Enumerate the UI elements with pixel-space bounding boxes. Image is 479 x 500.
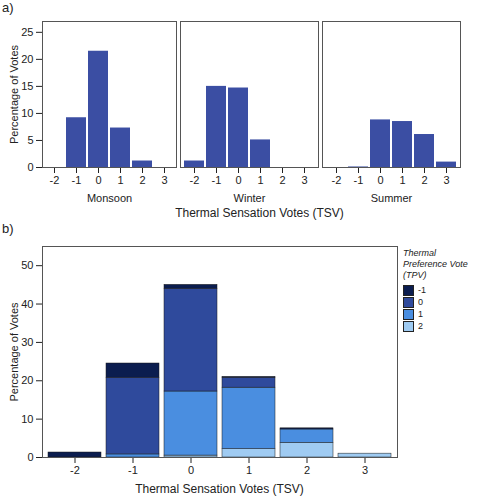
svg-text:20: 20 <box>21 53 33 65</box>
svg-text:10: 10 <box>21 107 33 119</box>
svg-text:Summer: Summer <box>371 192 413 204</box>
svg-text:20: 20 <box>21 374 33 386</box>
svg-text:0: 0 <box>27 451 33 463</box>
html-text:-1: -1 <box>418 285 426 295</box>
svg-text:0: 0 <box>188 464 194 476</box>
svg-text:Monsoon: Monsoon <box>87 192 132 204</box>
html-text:Thermal Sensation Votes (TSV): Thermal Sensation Votes (TSV) <box>135 482 304 496</box>
svg-text:-1: -1 <box>212 174 222 186</box>
svg-text:2: 2 <box>139 174 145 186</box>
svg-text:1: 1 <box>399 174 405 186</box>
html-text:Thermal Preference Vote (TPV): Thermal Preference Vote (TPV) <box>403 248 468 280</box>
svg-text:3: 3 <box>362 464 368 476</box>
svg-text:-1: -1 <box>128 464 138 476</box>
svg-text:40: 40 <box>21 298 33 310</box>
svg-text:10: 10 <box>21 413 33 425</box>
svg-text:3: 3 <box>161 174 167 186</box>
svg-text:2: 2 <box>304 464 310 476</box>
html-text:2: 2 <box>418 321 423 331</box>
svg-text:1: 1 <box>257 174 263 186</box>
html-text:0: 0 <box>418 297 423 307</box>
svg-text:0: 0 <box>27 161 33 173</box>
svg-text:25: 25 <box>21 26 33 38</box>
svg-text:2: 2 <box>421 174 427 186</box>
svg-text:50: 50 <box>21 259 33 271</box>
svg-text:0: 0 <box>235 174 241 186</box>
svg-text:1: 1 <box>246 464 252 476</box>
svg-text:Percentage of Votes: Percentage of Votes <box>8 302 20 402</box>
svg-text:Percentage of Votes: Percentage of Votes <box>8 44 20 144</box>
svg-text:-2: -2 <box>190 174 200 186</box>
html-text:a): a) <box>2 0 14 15</box>
svg-text:3: 3 <box>301 174 307 186</box>
svg-text:30: 30 <box>21 336 33 348</box>
svg-text:15: 15 <box>21 80 33 92</box>
html-text:b): b) <box>2 221 14 236</box>
html-text:Thermal Sensation Votes (TSV): Thermal Sensation Votes (TSV) <box>175 206 344 220</box>
html-text:1: 1 <box>418 309 423 319</box>
svg-text:5: 5 <box>27 134 33 146</box>
svg-text:3: 3 <box>443 174 449 186</box>
svg-text:-2: -2 <box>50 174 60 186</box>
svg-text:-1: -1 <box>354 174 364 186</box>
svg-text:Winter: Winter <box>234 192 266 204</box>
svg-text:0: 0 <box>377 174 383 186</box>
svg-text:1: 1 <box>117 174 123 186</box>
svg-text:2: 2 <box>279 174 285 186</box>
svg-text:0: 0 <box>95 174 101 186</box>
svg-text:-1: -1 <box>72 174 82 186</box>
svg-text:-2: -2 <box>70 464 80 476</box>
svg-text:-2: -2 <box>332 174 342 186</box>
